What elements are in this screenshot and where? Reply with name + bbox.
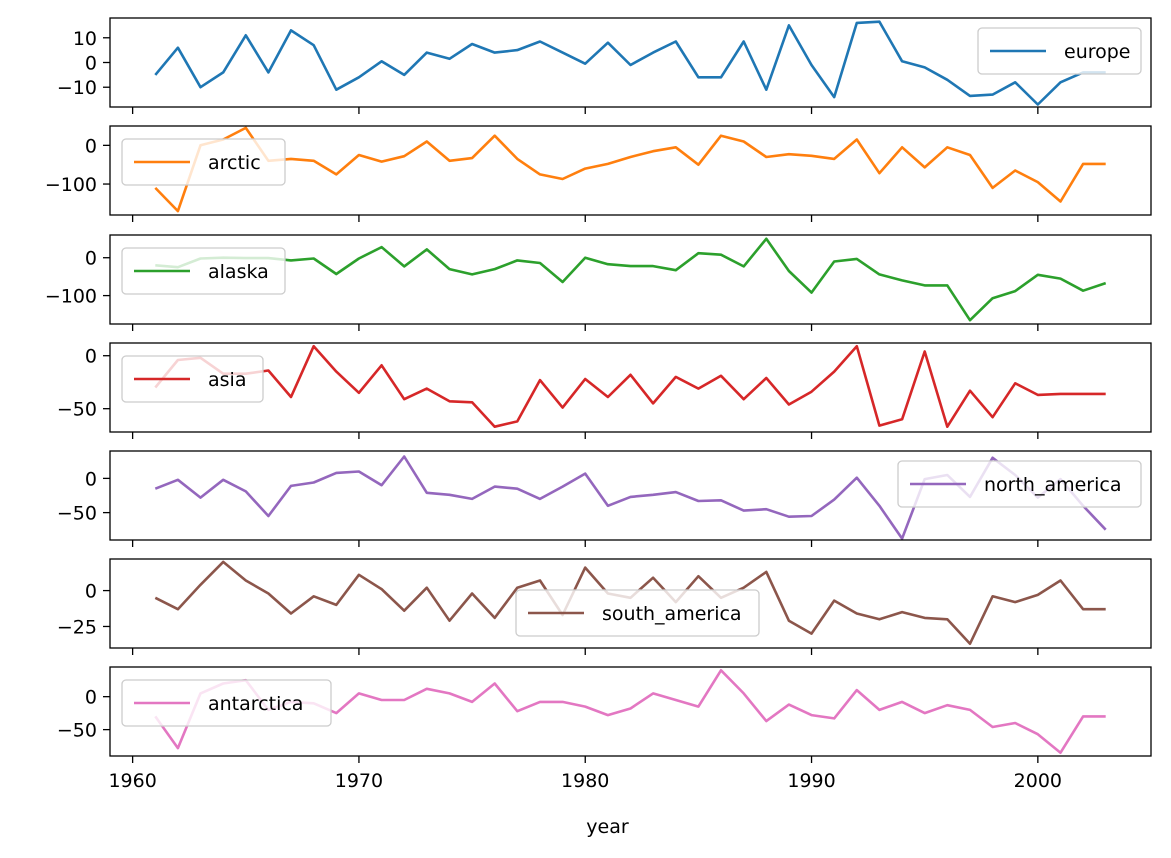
legend-label: europe	[1064, 41, 1131, 63]
y-tick-label-asia: 0	[85, 346, 97, 368]
legend-label: alaska	[208, 261, 269, 283]
y-tick-label-north_america: 0	[85, 468, 97, 490]
y-tick-label-arctic: 0	[85, 135, 97, 157]
legend-box	[977, 27, 1142, 75]
axes-frame-antarctica	[109, 666, 1152, 757]
y-tick-label-asia: −50	[57, 399, 97, 421]
panel-south_america: 0 −25 south_america	[57, 558, 1152, 655]
legend-label: arctic	[208, 152, 261, 174]
axes-frame-alaska	[109, 234, 1152, 325]
panel-europe: 10 0−10 europe	[57, 17, 1152, 114]
y-tick-label-south_america: 0	[85, 581, 97, 603]
series-line-europe	[154, 20, 1106, 106]
x-axis-label: year	[586, 816, 629, 838]
x-tick-label: 1980	[561, 770, 609, 792]
legend-label: north_america	[984, 474, 1122, 496]
series-line-alaska	[155, 237, 1107, 322]
legend-box	[121, 355, 264, 403]
y-tick-label-alaska: −100	[45, 286, 97, 308]
legend-europe: europe	[977, 27, 1142, 75]
y-tick-label-arctic: −100	[45, 174, 97, 196]
y-tick-label-south_america: −25	[57, 616, 97, 638]
x-tick-label: 2000	[1014, 770, 1062, 792]
legend-box	[121, 247, 286, 295]
panel-alaska: 0 −100 alaska	[45, 234, 1152, 331]
y-tick-label-antarctica: −50	[57, 720, 97, 742]
y-tick-label-north_america: −50	[57, 503, 97, 525]
axes-frame-asia	[109, 342, 1152, 433]
y-tick-label-europe: −10	[57, 77, 97, 99]
panel-antarctica: 0 −50 1960 1970 1980 1990 2000 antarctica	[57, 666, 1152, 792]
axes-frame-arctic	[109, 125, 1152, 216]
legend-box	[897, 460, 1142, 508]
legend-north_america: north_america	[897, 460, 1142, 508]
y-tick-label-antarctica: 0	[85, 687, 97, 709]
x-tick-label: 1960	[108, 770, 156, 792]
y-tick-label-europe: 10	[73, 28, 97, 50]
x-tick-label: 1990	[787, 770, 835, 792]
y-tick-label-europe: 0	[85, 53, 97, 75]
legend-arctic: arctic	[121, 138, 286, 186]
legend-alaska: alaska	[121, 247, 286, 295]
legend-south_america: south_america	[515, 589, 760, 637]
axes-frame-north_america	[109, 450, 1152, 541]
x-tick-label: 1970	[335, 770, 383, 792]
legend-asia: asia	[121, 355, 264, 403]
legend-antarctica: antarctica	[121, 679, 332, 727]
legend-label: south_america	[602, 603, 742, 625]
y-tick-label-alaska: 0	[85, 248, 97, 270]
axes-frame-south_america	[109, 558, 1152, 649]
legend-box	[121, 138, 286, 186]
legend-box	[515, 589, 760, 637]
panel-north_america: 0 −50 north_america	[57, 450, 1152, 547]
panel-arctic: 0 −100 arctic	[45, 125, 1152, 222]
series-line-arctic	[154, 126, 1106, 213]
legend-label: antarctica	[208, 693, 303, 715]
series-line-asia	[154, 344, 1106, 429]
legend-label: asia	[208, 369, 246, 391]
panel-asia: 0 −50 asia	[57, 342, 1152, 439]
legend-box	[121, 679, 332, 727]
